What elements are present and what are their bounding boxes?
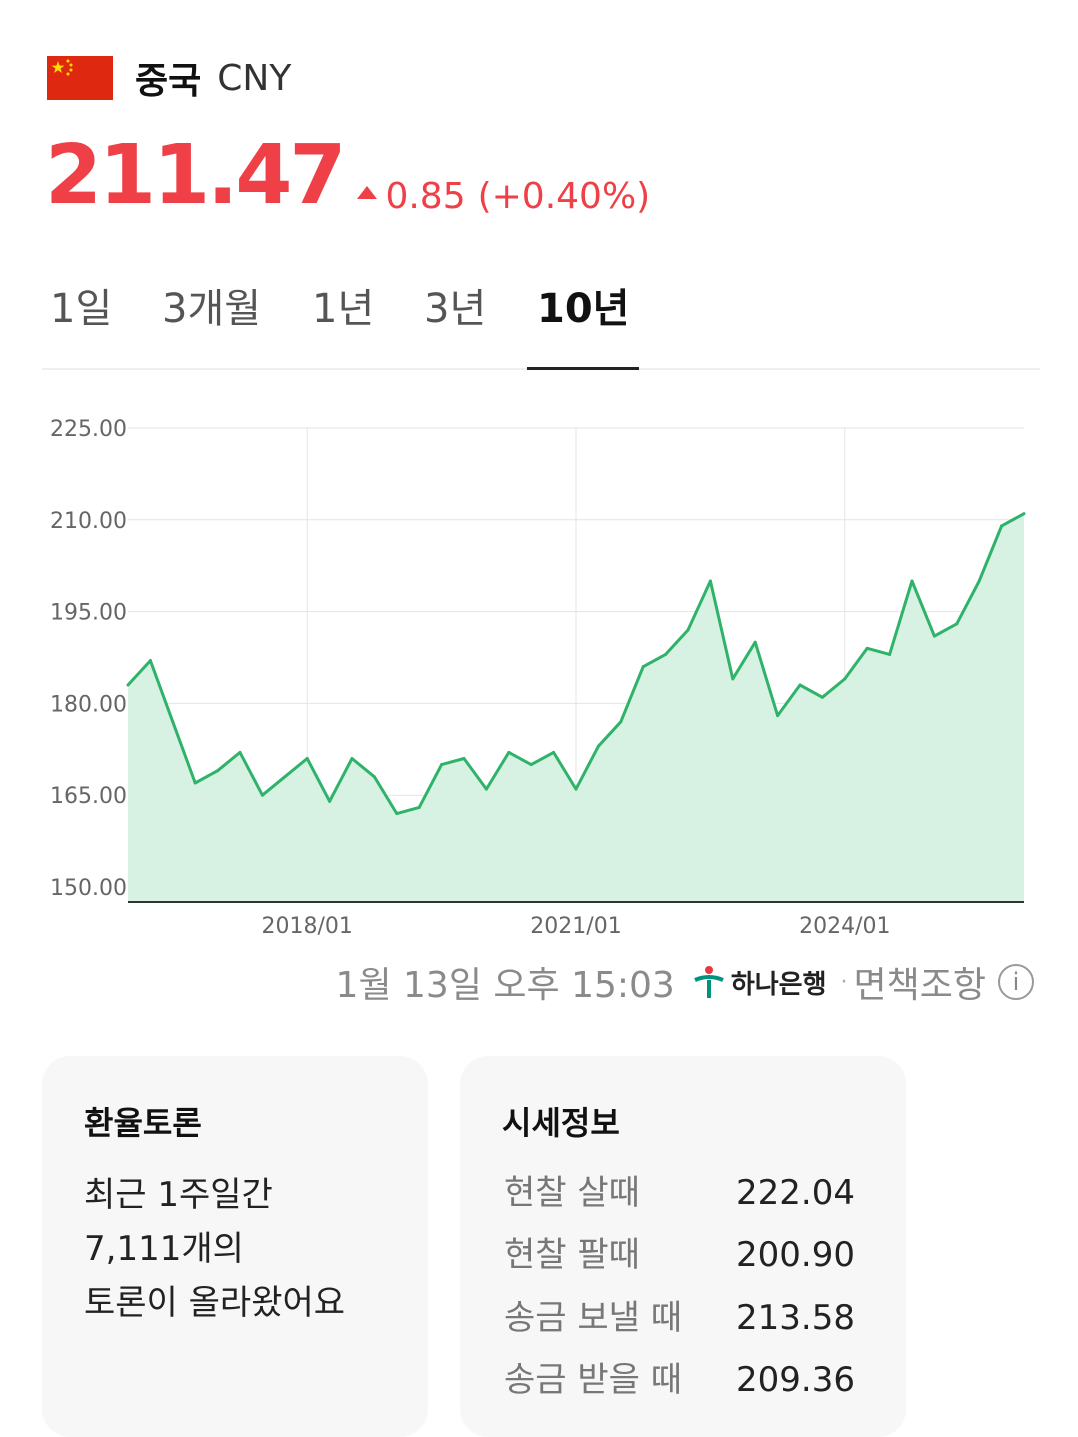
data-point [193, 781, 197, 785]
data-point [305, 756, 309, 760]
data-point [753, 640, 757, 644]
tab-10y[interactable]: 10년 [526, 280, 640, 370]
data-point [776, 714, 780, 718]
data-point [238, 750, 242, 754]
data-point [372, 775, 376, 779]
data-point [664, 652, 668, 656]
data-point [148, 659, 152, 663]
current-price: 211.47 [45, 128, 346, 223]
y-tick-label: 195.00 [50, 601, 127, 626]
discussion-card[interactable]: 환율토론 최근 1주일간 7,111개의 토론이 올라왔어요 [42, 1056, 428, 1437]
discussion-title: 환율토론 [84, 1104, 202, 1142]
data-point [484, 787, 488, 791]
up-arrow-icon [357, 186, 378, 199]
country-name: 중국 [135, 61, 202, 102]
data-point [641, 665, 645, 669]
data-point [350, 756, 354, 760]
tab-3y[interactable]: 3년 [424, 286, 487, 332]
rate-row-cash-sell: 현찰 팔때 200.90 [504, 1228, 855, 1282]
bank-name: 하나은행 [730, 969, 827, 1000]
data-point [798, 683, 802, 687]
period-tabs: 1일 3개월 1년 3년 10년 [42, 280, 1040, 370]
data-point [260, 793, 264, 797]
rate-label: 송금 보낼 때 [504, 1298, 683, 1338]
discussion-summary: 최근 1주일간 7,111개의 토론이 올라왔어요 [84, 1168, 345, 1330]
rate-info-title: 시세정보 [502, 1104, 620, 1142]
data-point [596, 744, 600, 748]
separator-dot: · [840, 969, 848, 995]
data-point [574, 787, 578, 791]
y-tick-label: 180.00 [50, 692, 127, 717]
x-tick-label: 2024/01 [799, 914, 890, 939]
china-flag-icon [47, 56, 113, 100]
x-tick-label: 2018/01 [261, 914, 352, 939]
exchange-rate-chart[interactable]: 225.00 210.00 195.00 180.00 165.00 150.00 2018… [42, 395, 1040, 955]
change-value: 0.85 [385, 176, 466, 217]
data-point [552, 750, 556, 754]
chart-area-fill [128, 513, 1024, 902]
data-point [1000, 524, 1004, 528]
hana-bank-icon [694, 966, 724, 998]
discussion-line: 7,111개의 [84, 1229, 244, 1269]
data-point [910, 579, 914, 583]
data-point [932, 634, 936, 638]
change-percent: (+0.40%) [477, 176, 651, 217]
chart-footnote: 1월 13일 오후 15:03 하나은행 · 면책조항 i [336, 960, 1034, 1006]
data-point [977, 579, 981, 583]
data-point [955, 622, 959, 626]
data-point [283, 775, 287, 779]
y-tick-label: 165.00 [50, 784, 127, 809]
rate-row-transfer-receive: 송금 받을 때 209.36 [504, 1353, 855, 1407]
disclaimer-link[interactable]: 면책조항 [853, 965, 986, 1006]
x-tick-label: 2021/01 [530, 914, 621, 939]
rate-label: 현찰 살때 [504, 1173, 640, 1213]
tab-1y[interactable]: 1년 [312, 286, 375, 332]
data-point [619, 720, 623, 724]
data-point [328, 799, 332, 803]
chart-svg: 225.00 210.00 195.00 180.00 165.00 150.00 2018… [50, 417, 1026, 939]
rate-value: 213.58 [736, 1298, 855, 1338]
data-point [843, 677, 847, 681]
currency-header: 중국 CNY [47, 55, 292, 102]
data-point [708, 579, 712, 583]
data-point [1022, 512, 1026, 516]
data-point [529, 763, 533, 767]
rate-row-cash-buy: 현찰 살때 222.04 [504, 1166, 855, 1220]
y-tick-label: 150.00 [50, 876, 127, 901]
currency-code: CNY [217, 57, 292, 99]
tab-3m[interactable]: 3개월 [162, 286, 262, 332]
discussion-line: 최근 1주일간 [84, 1175, 273, 1215]
rate-info-card[interactable]: 시세정보 현찰 살때 222.04 현찰 팔때 200.90 송금 보낼 때 2… [460, 1056, 906, 1437]
rate-label: 송금 받을 때 [504, 1360, 683, 1400]
data-point [462, 756, 466, 760]
data-point [395, 812, 399, 816]
data-point [440, 763, 444, 767]
data-point [731, 677, 735, 681]
rate-value: 200.90 [736, 1235, 855, 1275]
data-point [686, 628, 690, 632]
data-point [216, 769, 220, 773]
info-icon[interactable]: i [998, 964, 1034, 1000]
rate-value: 222.04 [736, 1173, 855, 1213]
data-point [888, 652, 892, 656]
rate-label: 현찰 팔때 [504, 1235, 640, 1275]
data-point [820, 695, 824, 699]
data-point [126, 683, 130, 687]
y-tick-label: 225.00 [50, 417, 127, 442]
data-point [507, 750, 511, 754]
price-change: 0.85 (+0.40%) [357, 176, 650, 217]
discussion-line: 토론이 올라왔어요 [84, 1283, 346, 1323]
quote-row: 211.47 0.85 (+0.40%) [45, 128, 650, 223]
data-point [417, 805, 421, 809]
update-timestamp: 1월 13일 오후 15:03 [335, 965, 675, 1006]
rate-value: 209.36 [736, 1360, 855, 1400]
hana-bank-logo: 하나은행 [691, 964, 827, 1001]
rate-row-transfer-send: 송금 보낼 때 213.58 [504, 1291, 855, 1345]
data-point [171, 720, 175, 724]
y-tick-label: 210.00 [50, 509, 127, 534]
tab-1d[interactable]: 1일 [50, 286, 113, 332]
data-point [865, 646, 869, 650]
